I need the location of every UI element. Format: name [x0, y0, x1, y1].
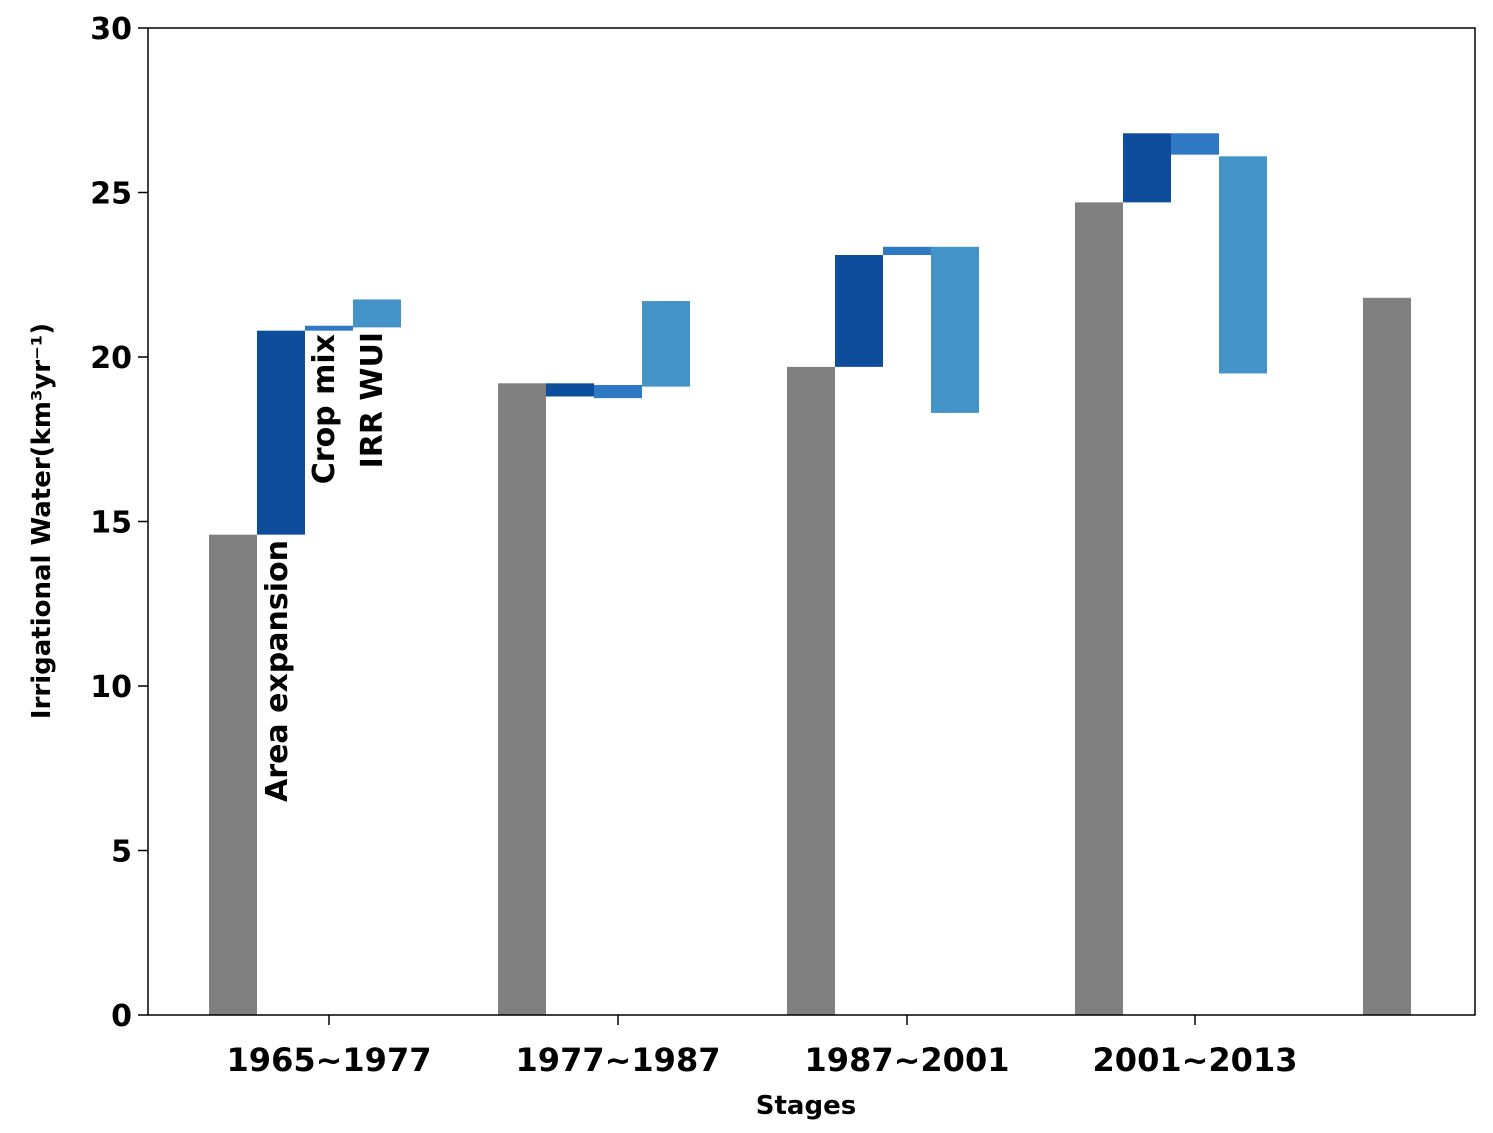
bar-area-expansion-1 — [546, 383, 594, 397]
y-tick-label: 10 — [90, 670, 132, 705]
bar-irr-wui-0 — [353, 299, 401, 328]
x-axis-title: Stages — [756, 1091, 856, 1121]
annotation-crop-mix: Crop mix — [307, 334, 342, 484]
y-tick-label: 15 — [90, 506, 132, 541]
bar-crop-mix-2 — [883, 246, 931, 256]
bar-crop-mix-1 — [594, 384, 642, 399]
x-tick-label: 1977~1987 — [516, 1041, 721, 1079]
bar-area-expansion-2 — [835, 255, 883, 367]
annotation-area-expansion: Area expansion — [260, 540, 295, 802]
bar-irr-wui-2 — [931, 246, 979, 413]
x-tick-label: 1987~2001 — [805, 1041, 1010, 1079]
total-bar-1965 — [209, 534, 257, 1015]
bar-crop-mix-0 — [305, 325, 353, 331]
y-tick-label: 0 — [111, 999, 132, 1034]
x-tick-label: 2001~2013 — [1093, 1041, 1298, 1079]
bar-area-expansion-0 — [257, 330, 305, 535]
x-tick-label: 1965~1977 — [227, 1041, 432, 1079]
y-axis-title: Irrigational Water(km³yr⁻¹) — [27, 323, 57, 719]
bar-crop-mix-3 — [1171, 133, 1219, 155]
y-tick-label: 25 — [90, 177, 132, 212]
total-bar-1987 — [787, 366, 835, 1015]
total-bar-2013 — [1363, 297, 1411, 1015]
y-tick-label: 30 — [90, 12, 132, 47]
y-tick-label: 20 — [90, 341, 132, 376]
bars-layer — [209, 133, 1411, 1015]
annotation-irr-wui: IRR WUI — [355, 332, 390, 468]
y-tick-label: 5 — [111, 835, 132, 870]
y-axis: 0 5 10 15 20 25 30 — [90, 12, 148, 1034]
bar-irr-wui-3 — [1219, 156, 1267, 374]
total-bar-1977 — [498, 383, 546, 1015]
bar-annotations: Area expansion Crop mix IRR WUI — [260, 332, 390, 802]
bar-area-expansion-3 — [1123, 133, 1171, 203]
total-bar-2001 — [1075, 202, 1123, 1015]
x-axis: 1965~1977 1977~1987 1987~2001 2001~2013 — [227, 1015, 1298, 1079]
bar-irr-wui-1 — [642, 301, 690, 387]
